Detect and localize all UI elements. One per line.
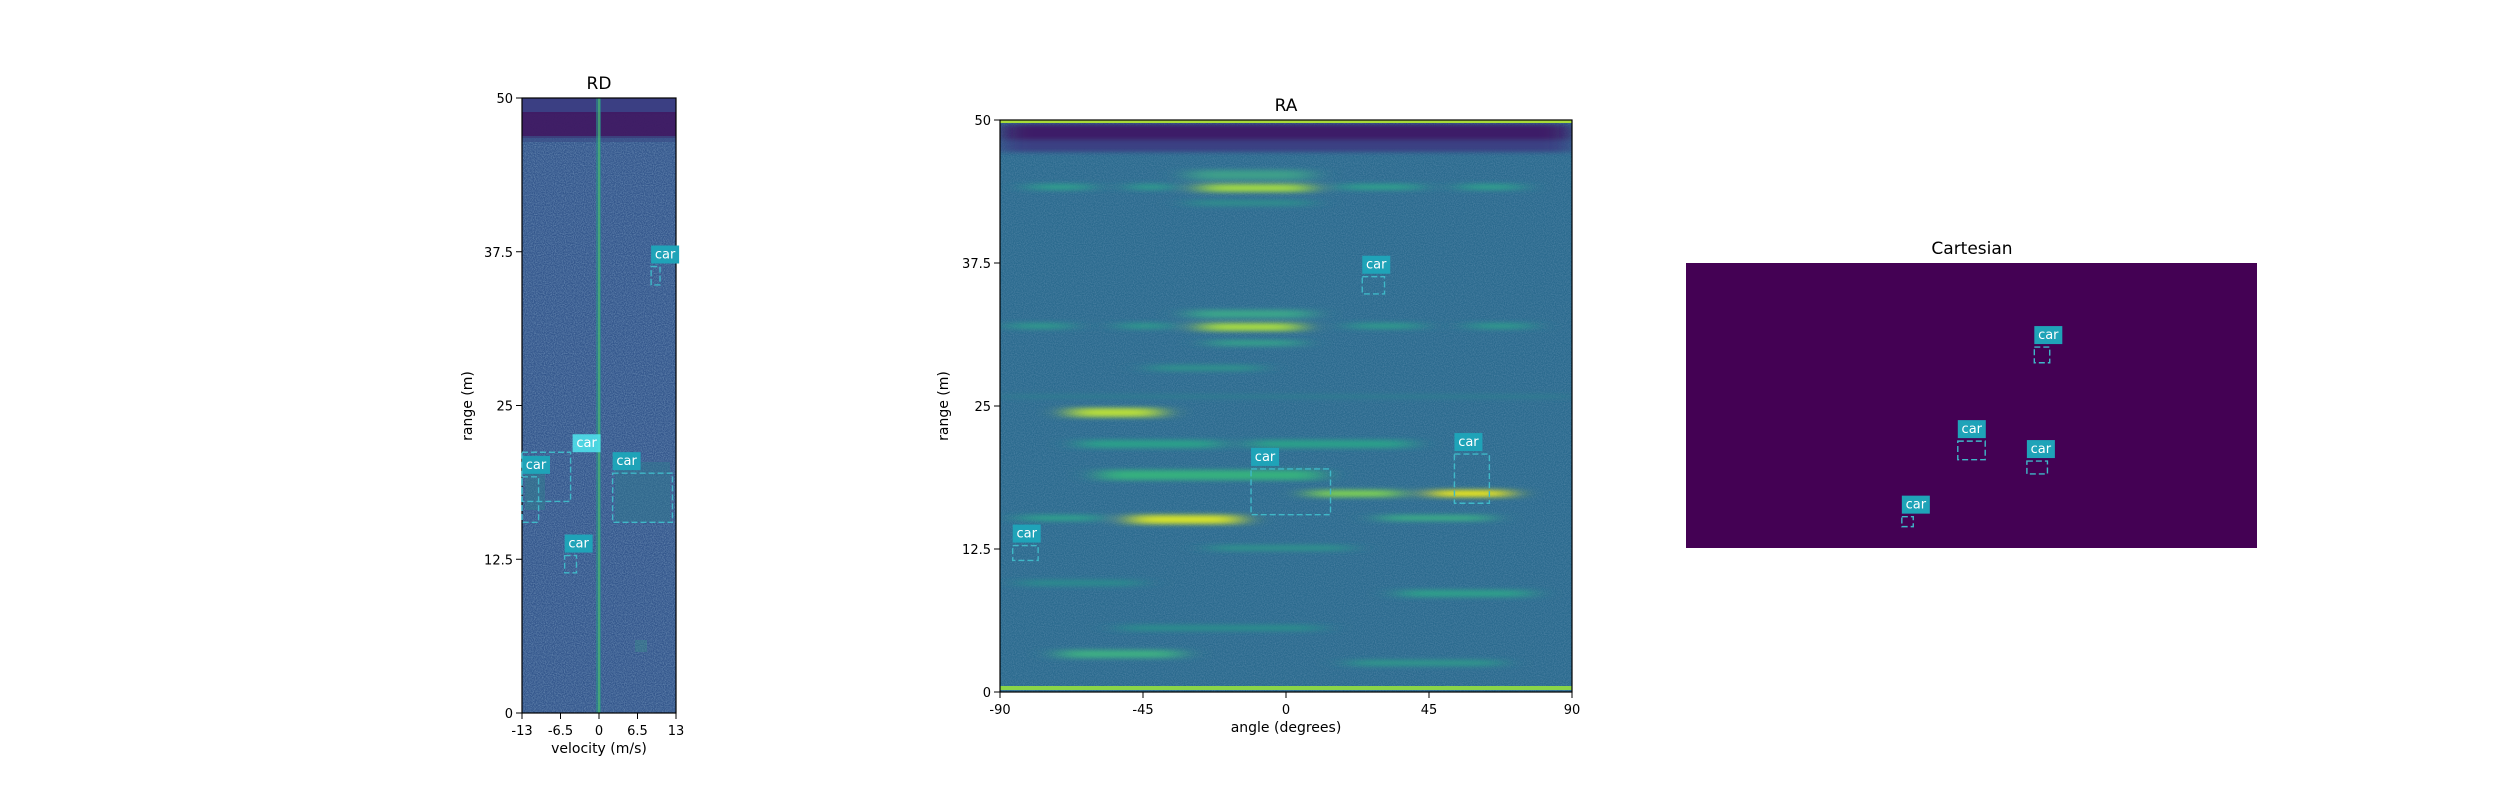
ra-panel: RA [936, 96, 1580, 736]
rd-xlabel: velocity (m/s) [551, 741, 647, 757]
rd-detection-box [563, 554, 578, 574]
ra-detection-tag [1454, 433, 1483, 452]
rd-y-tick-label: 50 [496, 92, 513, 107]
rd-detection-box [650, 265, 661, 286]
cartesian-detection-label: car [1906, 498, 1927, 513]
rd-detection-label: car [568, 537, 589, 552]
rd-x-tick-label: 13 [668, 724, 685, 739]
ra-ylabel: range (m) [936, 371, 952, 441]
ra-y-tick-label: 12.5 [962, 543, 991, 558]
rd-x-tick-label: 0 [595, 724, 603, 739]
rd-detection-box [521, 451, 572, 503]
rd-detection-tag [572, 434, 601, 453]
ra-detection-label: car [1255, 450, 1276, 465]
cartesian-detection-box [2026, 460, 2049, 475]
cartesian-detection-box [2033, 346, 2051, 364]
rd-title: RD [587, 74, 612, 94]
rd-ylabel: range (m) [460, 371, 476, 441]
ra-detection-tag [1251, 447, 1280, 466]
ra-detection-box [1361, 276, 1386, 295]
cartesian-detection-label: car [2038, 328, 2059, 343]
rd-detection-label: car [576, 436, 597, 451]
ra-detection-label: car [1458, 435, 1479, 450]
ra-x-tick-label: 90 [1564, 703, 1581, 718]
cartesian-detection-tag [2026, 440, 2055, 459]
rd-y-tick-label: 0 [505, 707, 513, 722]
ra-x-tick-label: -45 [1132, 703, 1153, 718]
ra-detection-box [1453, 453, 1491, 504]
rd-detection-tag [651, 245, 680, 264]
ra-detections: car car car car [1012, 255, 1491, 562]
ra-detection-tag [1362, 255, 1391, 274]
ra-y-tick-label: 25 [974, 400, 991, 415]
cartesian-panel: Cartesian car car car car [1686, 239, 2257, 548]
ra-detection-label: car [1016, 527, 1037, 542]
rd-x-tick-label: -6.5 [548, 724, 573, 739]
ra-detection-tag [1012, 524, 1041, 543]
rd-x-tick-label: -13 [511, 724, 532, 739]
ra-title: RA [1275, 96, 1298, 116]
rd-detection-tag [564, 534, 593, 553]
cartesian-detection-label: car [1962, 422, 1983, 437]
rd-detection-tag [612, 452, 641, 471]
ra-detection-label: car [1366, 258, 1387, 273]
cartesian-detection-tag [2034, 326, 2063, 345]
ra-x-tick-label: -90 [989, 703, 1010, 718]
cartesian-detection-tag [1901, 495, 1930, 514]
cartesian-detection-box [1901, 515, 1914, 528]
rd-detection-box [611, 472, 674, 524]
cartesian-detection-tag [1957, 420, 1986, 439]
rd-detection-label: car [655, 248, 676, 263]
ra-detection-box [1012, 544, 1039, 562]
ra-y-tick-label: 0 [983, 686, 991, 701]
rd-detection-label: car [526, 458, 547, 473]
cartesian-title: Cartesian [1931, 239, 2012, 259]
ra-heatmap [1000, 120, 1572, 692]
ra-detection-box [1250, 468, 1332, 516]
rd-y-axis: 0 12.5 25 37.5 50 [484, 92, 522, 722]
rd-y-tick-label: 12.5 [484, 553, 513, 568]
ra-x-tick-label: 45 [1421, 703, 1438, 718]
ra-xlabel: angle (degrees) [1231, 720, 1342, 736]
ra-y-axis: 0 12.5 25 37.5 50 [962, 114, 1000, 701]
cartesian-detection-label: car [2031, 442, 2052, 457]
ra-y-tick-label: 37.5 [962, 257, 991, 272]
rd-x-axis: -13 -6.5 0 6.5 13 [511, 713, 684, 739]
ra-x-tick-label: 0 [1282, 703, 1290, 718]
ra-x-axis: -90 -45 0 45 90 [989, 692, 1580, 718]
rd-y-tick-label: 37.5 [484, 246, 513, 261]
cartesian-detections: car car car car [1901, 326, 2063, 528]
rd-x-tick-label: 6.5 [627, 724, 648, 739]
rd-detection-tag [522, 455, 550, 474]
rd-detection-label: car [616, 454, 637, 469]
rd-y-tick-label: 25 [496, 400, 513, 415]
rd-heatmap [522, 98, 676, 713]
cartesian-detection-box [1957, 440, 1986, 461]
rd-detections: car car car car car [521, 245, 680, 574]
ra-y-tick-label: 50 [974, 114, 991, 129]
cartesian-image [1686, 263, 2257, 548]
